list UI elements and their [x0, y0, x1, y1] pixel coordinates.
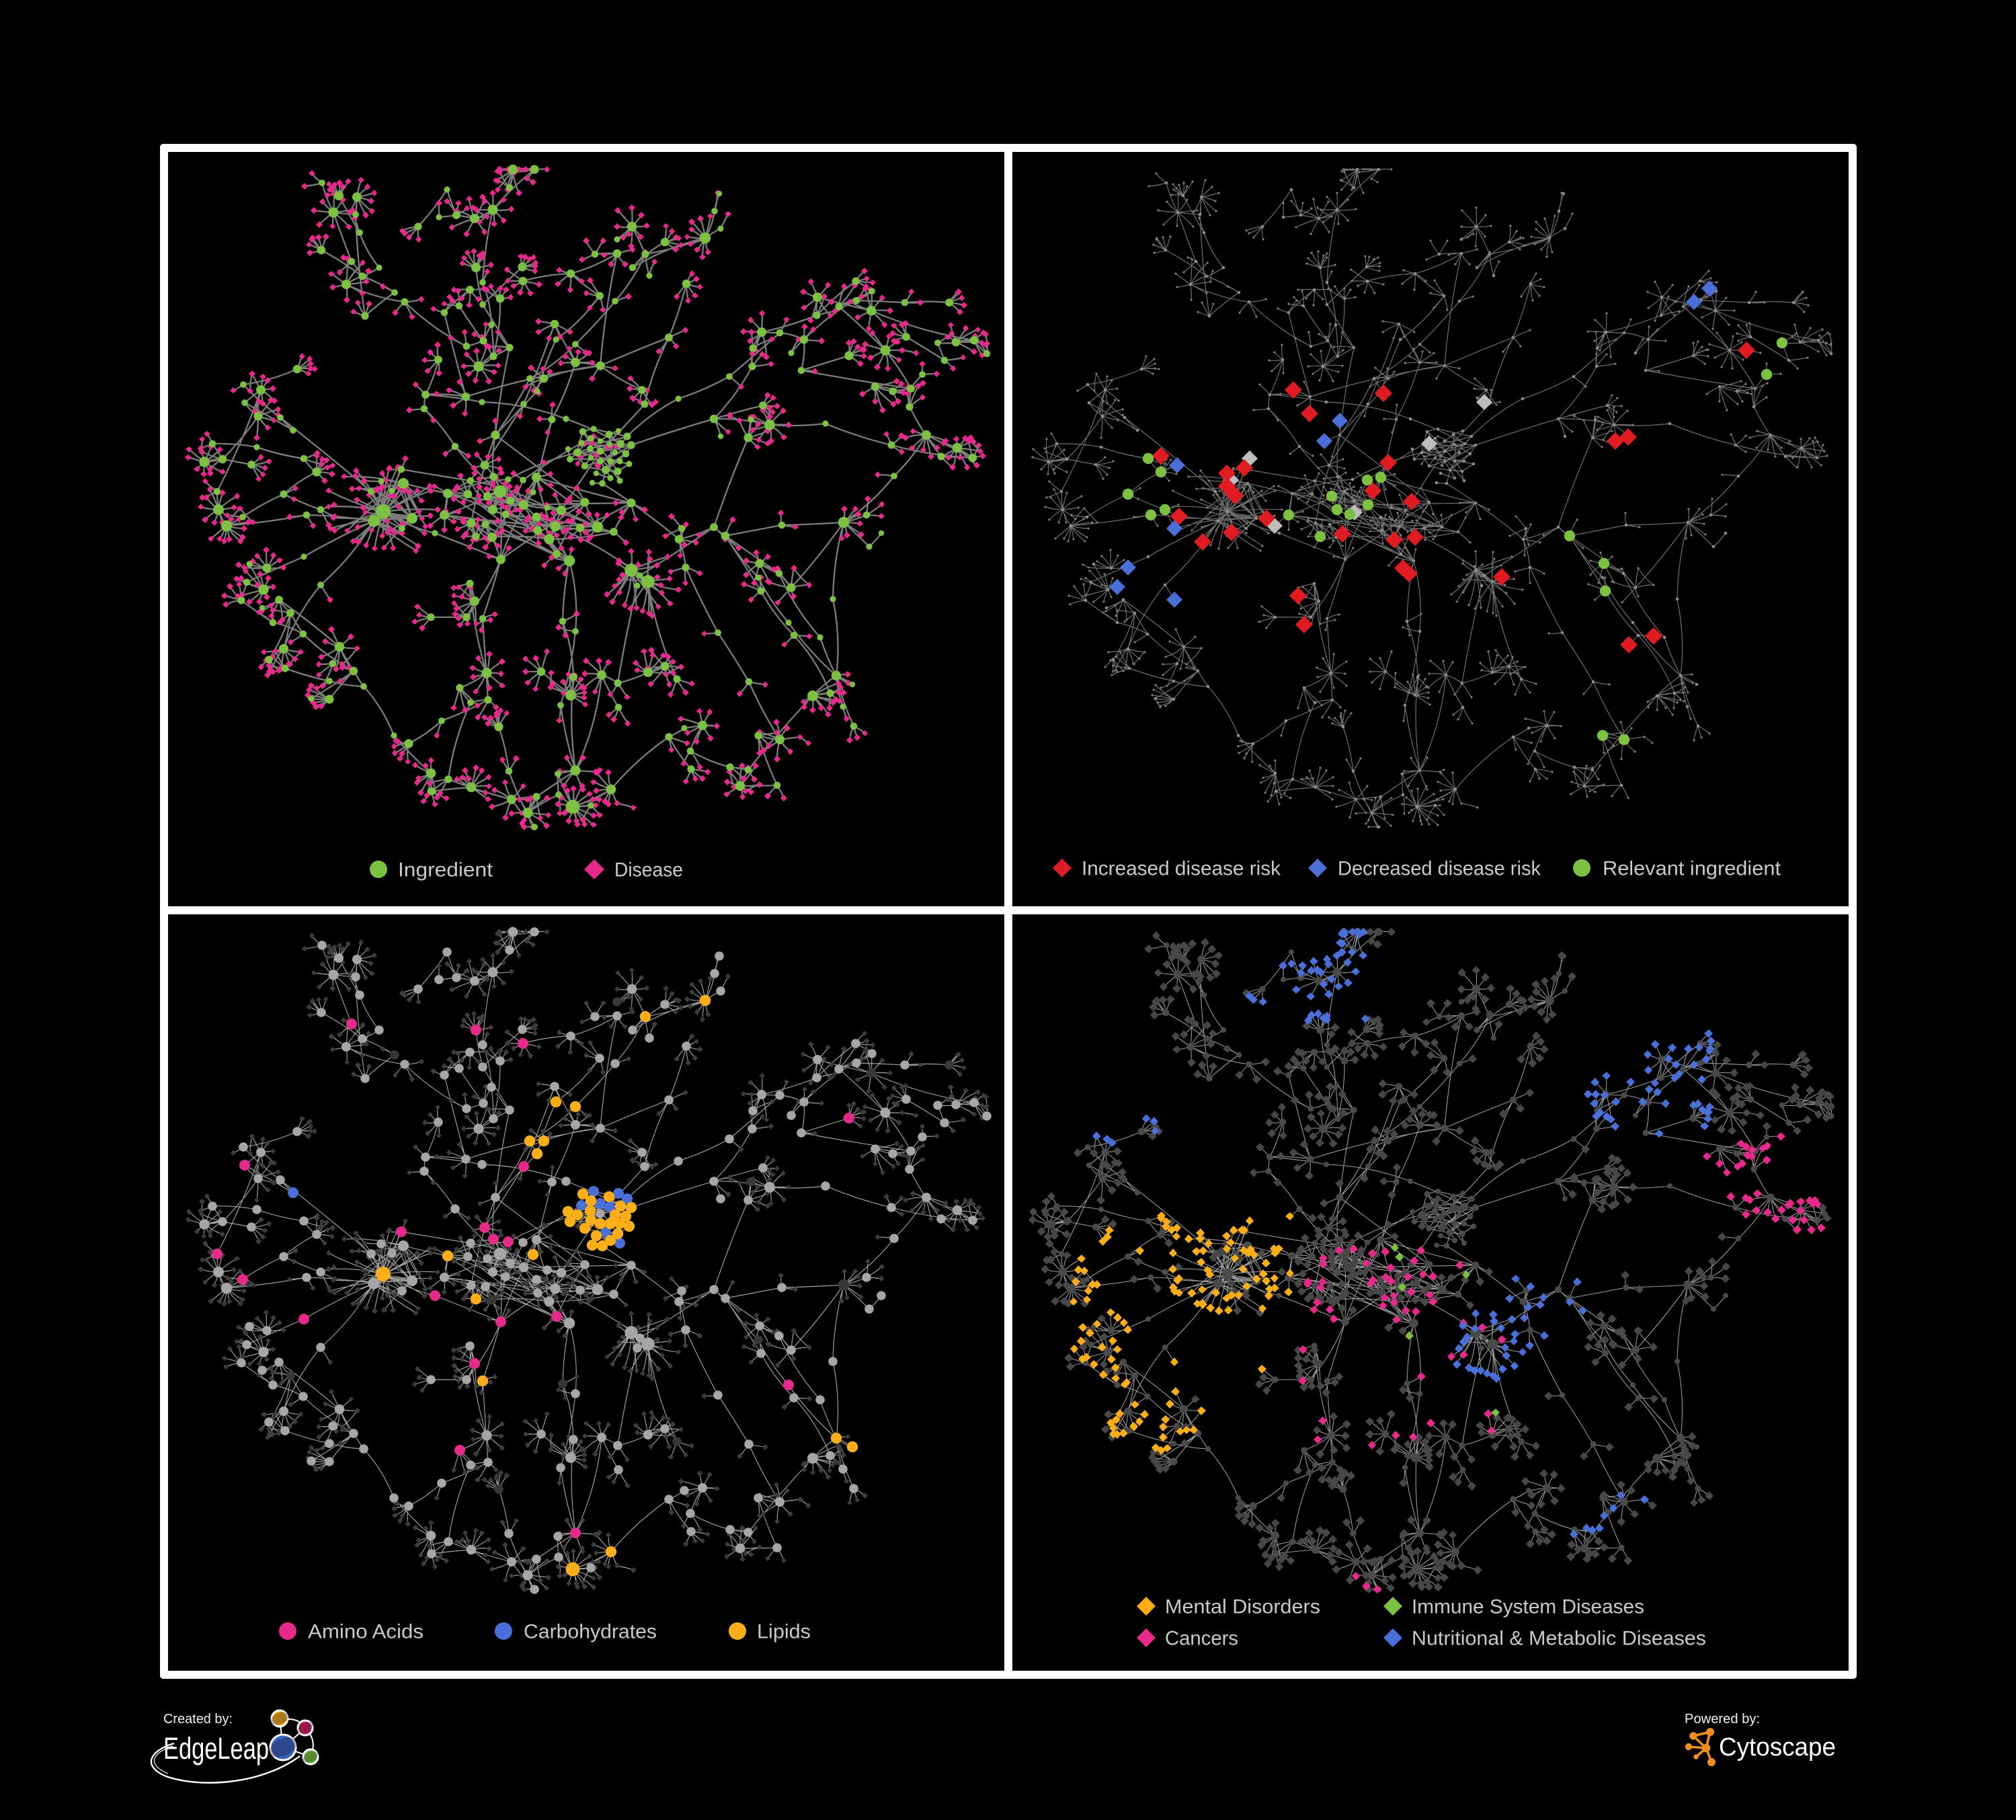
svg-text:Created by:: Created by:: [163, 1712, 233, 1727]
svg-text:Cytoscape: Cytoscape: [1719, 1733, 1836, 1762]
svg-text:Mental Disorders: Mental Disorders: [1165, 1596, 1320, 1618]
svg-text:Lipids: Lipids: [757, 1621, 811, 1643]
svg-text:Carbohydrates: Carbohydrates: [524, 1621, 657, 1643]
svg-text:Decreased disease risk: Decreased disease risk: [1338, 858, 1541, 880]
svg-text:Ingredient: Ingredient: [398, 859, 493, 881]
svg-text:Immune System Diseases: Immune System Diseases: [1412, 1596, 1644, 1618]
svg-text:Nutritional & Metabolic Diseas: Nutritional & Metabolic Diseases: [1412, 1628, 1706, 1650]
svg-text:Amino Acids: Amino Acids: [308, 1621, 424, 1643]
svg-text:Disease: Disease: [614, 859, 683, 881]
svg-text:Increased disease risk: Increased disease risk: [1082, 858, 1281, 880]
svg-text:Relevant ingredient: Relevant ingredient: [1603, 858, 1781, 880]
svg-text:Powered by:: Powered by:: [1685, 1712, 1760, 1727]
svg-text:EdgeLeap: EdgeLeap: [163, 1731, 269, 1766]
svg-text:Cancers: Cancers: [1165, 1628, 1238, 1650]
